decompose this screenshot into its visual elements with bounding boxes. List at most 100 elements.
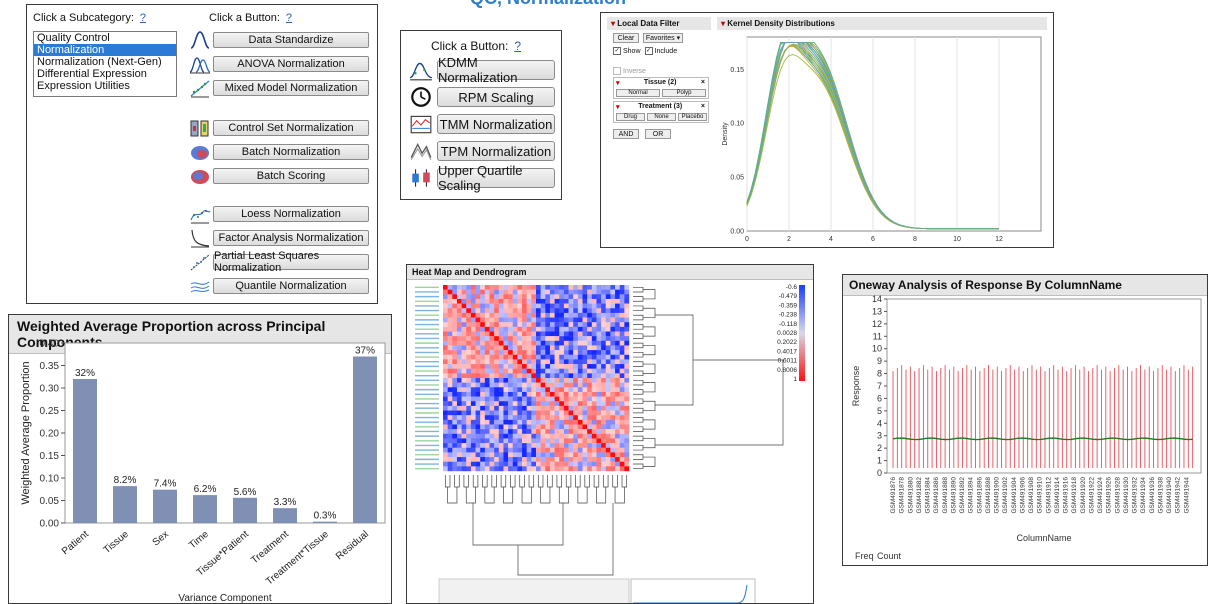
and-button[interactable]: AND [613,129,639,139]
show-checkbox[interactable]: ✓ [613,47,621,55]
normalization-button[interactable]: Data Standardize [213,32,369,48]
subcategory-item[interactable]: Normalization [34,44,176,56]
include-checkbox[interactable]: ✓ [644,47,653,55]
column-tick-label: GSM491900 [994,477,1001,514]
heatmap-cell [517,373,523,379]
heatmap-cell [466,429,472,434]
heatmap-cell [522,289,527,295]
level-placebo-button[interactable]: Placebo [678,113,707,121]
heatmap-cell [466,294,472,300]
or-button[interactable]: OR [645,129,671,139]
heatmap-cell [484,364,490,369]
heatmap-cell [452,387,458,393]
dendrogram-branch [633,435,644,442]
heatmap-cell [517,466,523,472]
y-tick-label: 13 [872,306,882,316]
heatmap-cell [587,405,592,411]
heatmap-cell [484,401,490,407]
normalization-button[interactable]: Factor Analysis Normalization [213,230,369,246]
heatmap-cell [540,387,546,393]
subcategory-item[interactable]: Normalization (Next-Gen) [37,56,162,68]
heatmap-cell [456,308,462,314]
dendrogram-branch [575,475,581,488]
close-icon[interactable]: × [700,103,705,110]
heatmap-cell [480,401,486,407]
inverse-checkbox[interactable] [613,67,621,75]
favorites-dropdown[interactable]: Favorites ▾ [643,33,683,43]
heatmap-cell [452,303,458,309]
level-normal-button[interactable]: Normal [616,89,660,97]
close-icon[interactable]: × [700,79,705,86]
heatmap-cell [615,378,620,383]
dendrogram-branch [584,475,590,488]
subcategory-list[interactable]: Quality Control Normalization Normalizatio… [33,31,177,97]
heatmap-cell [591,345,597,351]
heatmap-cell [508,340,513,346]
heatmap-cell [545,308,551,314]
heatmap-cell [480,457,486,462]
heatmap-cell [494,382,499,388]
normalization-button[interactable]: Quantile Normalization [213,278,369,294]
heatmap-cell [596,368,602,374]
help-link[interactable]: ? [514,39,522,53]
normalization-button[interactable]: Control Set Normalization [213,120,369,136]
heatmap-cell [517,410,523,416]
heatmap-cell [443,331,448,337]
level-polyp-button[interactable]: Polyp [662,89,706,97]
heatmap-cell [568,298,574,304]
normalization-button[interactable]: Batch Scoring [213,168,369,184]
heatmap-cell [466,438,472,444]
heatmap-cell [596,447,602,453]
kde-header[interactable]: ▾ Kernel Density Distributions [717,17,1047,30]
heatmap-cell [531,285,537,290]
subcategory-item[interactable]: Quality Control [37,32,110,44]
heatmap-cell [531,405,537,411]
nextgen-button[interactable]: Upper Quartile Scaling [437,163,555,193]
button-label: Click a Button: [431,39,509,53]
heatmap-cell [587,419,592,425]
dendrogram-branch [558,487,569,504]
normalization-button[interactable]: ANOVA Normalization [213,56,369,72]
heatmap-cell [605,322,611,328]
weighted-average-bar-chart: 0.000.050.100.150.200.250.300.350.4032%P… [20,339,386,603]
heatmap-cell [582,354,588,360]
heatmap-cell [480,326,486,332]
clear-button[interactable]: Clear [613,33,639,43]
help-link[interactable]: ? [285,12,293,24]
heatmap-cell [549,387,555,393]
heatmap-cell [624,378,630,383]
heatmap-cell [601,452,606,458]
heatmap-cell [475,419,481,425]
heatmap-cell [587,303,592,309]
heatmap-cell [517,285,523,290]
normalization-button[interactable]: Partial Least Squares Normalization [213,250,369,274]
heatmap-cell [610,391,616,397]
nextgen-button[interactable]: TMM Normalization [437,114,555,134]
include-label: Include [654,47,678,55]
heatmap-cell [540,396,546,402]
subcategory-item[interactable]: Expression Utilities [37,80,130,92]
heatmap-cell [619,429,625,434]
heatmap-cell [484,354,490,360]
level-drug-button[interactable]: Drug [616,113,645,121]
nextgen-button[interactable]: RPM Scaling [437,87,555,107]
nextgen-button[interactable]: TPM Normalization [437,141,555,161]
inverse-label: Inverse [623,67,646,75]
level-none-button[interactable]: None [647,113,676,121]
normalization-button[interactable]: Loess Normalization [213,206,369,222]
heatmap-cell [573,452,579,458]
dendrogram-branch [633,314,644,321]
x-tick-label: 10 [953,236,961,243]
anova-curves-icon [189,54,211,74]
heatmap-cell [545,457,551,462]
heatmap-cell [480,415,486,421]
heatmap-cell [563,429,569,434]
normalization-button[interactable]: Batch Normalization [213,144,369,160]
heatmap-cell [503,368,509,374]
filter-header[interactable]: ▾ Local Data Filter [607,17,711,30]
nextgen-button[interactable]: KDMM Normalization [437,55,555,85]
subcategory-item[interactable]: Differential Expression [37,68,147,80]
heatmap-cell [489,345,495,351]
help-link[interactable]: ? [139,12,147,24]
normalization-button[interactable]: Mixed Model Normalization [213,80,369,96]
